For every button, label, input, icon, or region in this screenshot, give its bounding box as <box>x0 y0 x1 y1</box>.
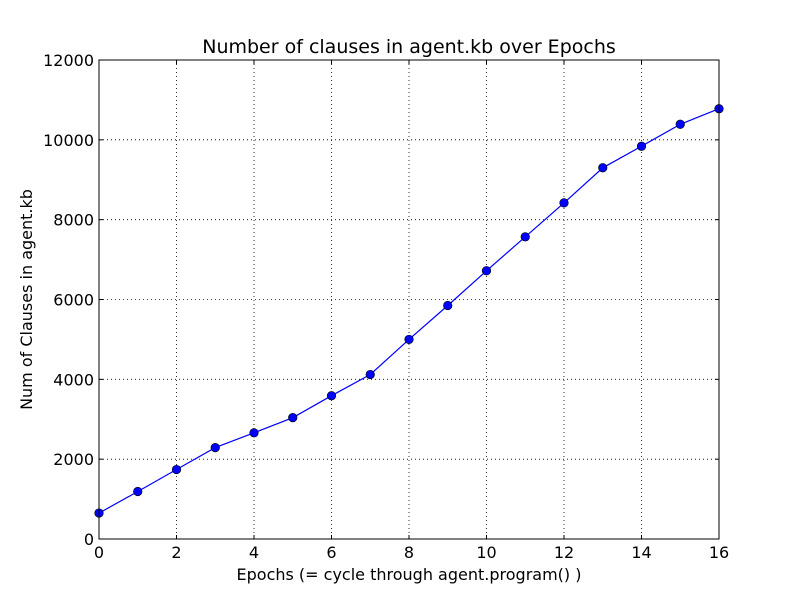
data-point <box>365 369 375 380</box>
data-point <box>520 232 530 242</box>
x-tick-label: 14 <box>631 543 651 562</box>
y-axis-label: Num of Clauses in agent.kb <box>17 189 36 410</box>
x-tick-label: 8 <box>404 543 414 562</box>
data-point <box>443 300 453 311</box>
x-axis-label: Epochs (= cycle through agent.program() … <box>237 565 582 584</box>
data-point <box>598 163 608 173</box>
y-tick-label: 10000 <box>43 131 94 150</box>
data-point <box>326 391 337 401</box>
data-point <box>404 334 414 345</box>
y-tick-label: 4000 <box>53 370 94 389</box>
data-point <box>249 428 259 438</box>
y-tick-label: 8000 <box>53 211 94 230</box>
y-tick-label: 12000 <box>43 51 94 70</box>
y-tick-label: 6000 <box>53 291 94 310</box>
chart-title: Number of clauses in agent.kb over Epoch… <box>202 36 616 58</box>
data-point <box>210 442 220 453</box>
series-layer <box>94 104 724 518</box>
axis-ticks: 0 2 4 6 8 10 12 14 16 0 2000 4000 6000 8000 10000 12000 <box>43 51 729 562</box>
data-point <box>559 198 569 208</box>
x-tick-label: 6 <box>326 543 336 562</box>
y-tick-label: 2000 <box>53 450 94 469</box>
data-point <box>636 141 647 151</box>
x-tick-label: 4 <box>249 543 259 562</box>
y-tick-label: 0 <box>84 530 94 549</box>
data-point <box>481 266 492 276</box>
x-tick-label: 16 <box>709 543 729 562</box>
data-point <box>171 464 182 475</box>
grid-lines <box>99 60 719 539</box>
data-point <box>133 486 143 497</box>
data-point <box>675 119 685 129</box>
x-tick-label: 12 <box>554 543 574 562</box>
x-tick-label: 0 <box>94 543 104 562</box>
data-point <box>288 413 298 423</box>
x-tick-label: 10 <box>476 543 496 562</box>
x-tick-label: 2 <box>171 543 181 562</box>
